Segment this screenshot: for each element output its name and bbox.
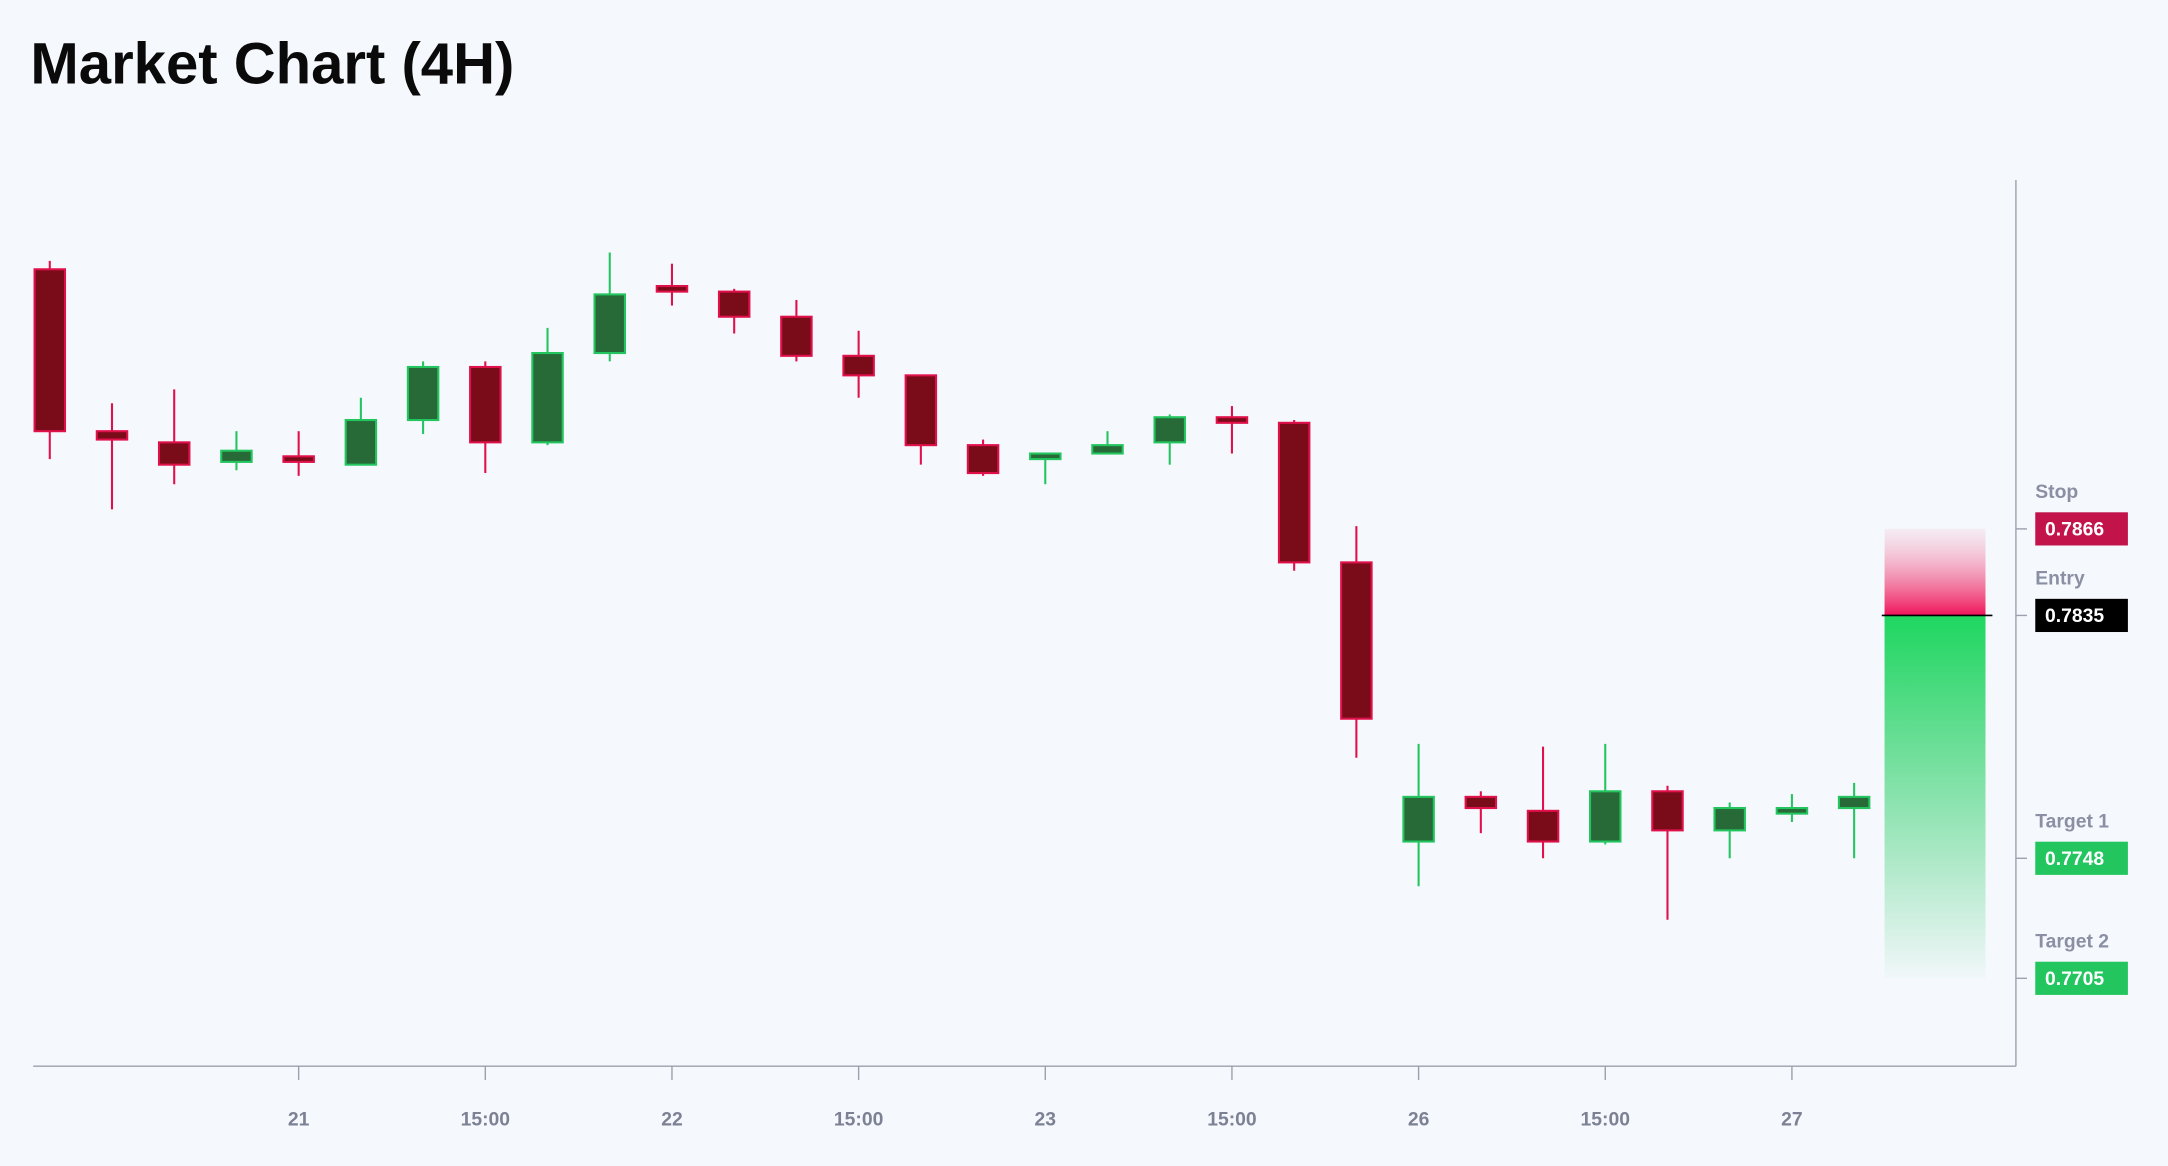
level-value: 0.7748 — [2045, 848, 2104, 870]
candle-body — [1713, 807, 1746, 832]
candle-body — [469, 365, 502, 444]
candle-body — [966, 444, 1000, 475]
candle-body — [1402, 795, 1435, 843]
level-name: Target 2 — [2035, 930, 2109, 952]
candle-body — [1464, 795, 1498, 810]
level-badge — [2035, 598, 2128, 633]
x-tick-label: 15:00 — [1581, 1108, 1630, 1130]
level-name: Target 1 — [2035, 810, 2109, 832]
candle-body — [220, 449, 253, 463]
x-tick-label: 22 — [661, 1108, 683, 1130]
candle-body — [282, 455, 315, 463]
candle-body — [1651, 790, 1684, 832]
candle-body — [406, 365, 440, 422]
chart-title: Market Chart (4H) — [30, 31, 514, 96]
level-value: 0.7705 — [2045, 968, 2104, 990]
candle-body — [1277, 421, 1311, 564]
candle-body — [1153, 416, 1186, 444]
x-tick-label: 23 — [1035, 1108, 1057, 1130]
reward-zone — [1884, 615, 1986, 979]
x-tick-label: 21 — [288, 1108, 310, 1130]
candle-body — [1837, 795, 1871, 810]
candle-body — [1340, 561, 1373, 720]
candle-body — [593, 293, 626, 355]
candle-body — [33, 268, 67, 433]
candle-body — [344, 418, 378, 466]
level-name: Entry — [2035, 568, 2085, 590]
risk-zone — [1884, 528, 1986, 616]
candle-body — [780, 315, 813, 357]
x-tick-label: 15:00 — [1207, 1108, 1256, 1130]
level-badge — [2035, 512, 2128, 546]
candle-body — [717, 290, 751, 318]
candle-body — [655, 284, 689, 293]
level-value: 0.7866 — [2045, 518, 2104, 540]
x-tick-label: 15:00 — [834, 1108, 883, 1130]
candle-body — [904, 374, 938, 447]
candle-body — [1775, 807, 1809, 815]
level-badge — [2035, 961, 2128, 995]
candle-body — [1215, 416, 1249, 424]
candle-body — [95, 430, 129, 441]
candle-body — [1091, 444, 1124, 455]
level-name: Stop — [2035, 481, 2078, 503]
x-tick-label: 15:00 — [461, 1108, 510, 1130]
x-tick-label: 26 — [1408, 1108, 1430, 1130]
candle-body — [531, 351, 564, 444]
x-tick-label: 27 — [1781, 1108, 1803, 1130]
level-badge — [2035, 841, 2128, 875]
candle-body — [1526, 809, 1560, 843]
candle-body — [1589, 790, 1622, 843]
level-value: 0.7835 — [2045, 605, 2104, 627]
candle-body — [157, 441, 191, 466]
candle-body — [842, 354, 875, 377]
candle-body — [1029, 452, 1062, 461]
